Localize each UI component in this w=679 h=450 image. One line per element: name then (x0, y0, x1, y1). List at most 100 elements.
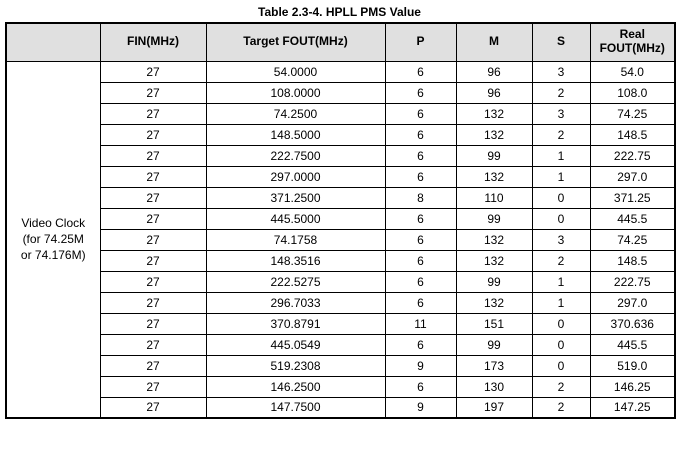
cell-p: 6 (384, 207, 457, 230)
cell-fin: 27 (99, 312, 207, 335)
cell-p: 6 (384, 291, 457, 314)
cell-target-fout: 222.5275 (205, 270, 386, 293)
table-row: 27 296.7033 6 132 1 297.0 (6, 291, 676, 314)
cell-real-fout: 222.75 (589, 270, 676, 293)
table-row: 27 371.2500 8 110 0 371.25 (6, 186, 676, 209)
cell-s: 0 (531, 186, 591, 209)
cell-fin: 27 (99, 396, 207, 419)
header-cell-empty (5, 22, 101, 62)
cell-target-fout: 148.5000 (205, 123, 386, 146)
table-header: FIN(MHz) Target FOUT(MHz) P M S Real FOU… (5, 22, 676, 62)
cell-target-fout: 445.0549 (205, 333, 386, 356)
cell-m: 173 (455, 354, 533, 377)
cell-real-fout: 297.0 (589, 165, 676, 188)
cell-target-fout: 108.0000 (205, 81, 386, 104)
cell-s: 1 (531, 144, 591, 167)
cell-p: 6 (384, 165, 457, 188)
table-body: Video Clock (for 74.25M or 74.176M) 27 54.… (5, 60, 676, 419)
cell-m: 132 (455, 102, 533, 125)
cell-p: 6 (384, 60, 457, 83)
cell-s: 2 (531, 249, 591, 272)
cell-m: 130 (455, 375, 533, 398)
cell-target-fout: 148.3516 (205, 249, 386, 272)
cell-fin: 27 (99, 207, 207, 230)
table-row: 27 222.7500 6 99 1 222.75 (6, 144, 676, 167)
cell-fin: 27 (99, 333, 207, 356)
cell-s: 0 (531, 333, 591, 356)
cell-target-fout: 146.2500 (205, 375, 386, 398)
header-cell-fin: FIN(MHz) (99, 22, 207, 62)
cell-real-fout: 146.25 (589, 375, 676, 398)
cell-s: 1 (531, 165, 591, 188)
cell-p: 6 (384, 123, 457, 146)
cell-s: 2 (531, 375, 591, 398)
cell-target-fout: 222.7500 (205, 144, 386, 167)
cell-real-fout: 108.0 (589, 81, 676, 104)
table-row: 27 148.3516 6 132 2 148.5 (6, 249, 676, 272)
table-row: 27 108.0000 6 96 2 108.0 (6, 81, 676, 104)
cell-fin: 27 (99, 165, 207, 188)
table-title: Table 2.3-4. HPLL PMS Value (258, 5, 421, 19)
header-cell-real-fout: Real FOUT(MHz) (589, 22, 676, 62)
cell-s: 3 (531, 60, 591, 83)
cell-m: 96 (455, 81, 533, 104)
cell-s: 3 (531, 102, 591, 125)
cell-fin: 27 (99, 375, 207, 398)
cell-target-fout: 297.0000 (205, 165, 386, 188)
cell-m: 132 (455, 123, 533, 146)
cell-target-fout: 296.7033 (205, 291, 386, 314)
row-group-label: Video Clock (for 74.25M or 74.176M) (5, 60, 101, 419)
table-row: 27 370.8791 11 151 0 370.636 (6, 312, 676, 335)
cell-fin: 27 (99, 228, 207, 251)
table-row: 27 445.0549 6 99 0 445.5 (6, 333, 676, 356)
header-row: FIN(MHz) Target FOUT(MHz) P M S Real FOU… (5, 22, 676, 62)
cell-m: 110 (455, 186, 533, 209)
cell-real-fout: 74.25 (589, 228, 676, 251)
cell-fin: 27 (99, 123, 207, 146)
cell-s: 0 (531, 207, 591, 230)
cell-target-fout: 445.5000 (205, 207, 386, 230)
cell-fin: 27 (99, 270, 207, 293)
cell-m: 99 (455, 144, 533, 167)
table-row: 27 519.2308 9 173 0 519.0 (6, 354, 676, 377)
table-row: 27 297.0000 6 132 1 297.0 (6, 165, 676, 188)
table-row: 27 445.5000 6 99 0 445.5 (6, 207, 676, 230)
cell-fin: 27 (99, 81, 207, 104)
cell-target-fout: 74.1758 (205, 228, 386, 251)
cell-p: 6 (384, 81, 457, 104)
cell-s: 2 (531, 396, 591, 419)
cell-real-fout: 519.0 (589, 354, 676, 377)
cell-real-fout: 74.25 (589, 102, 676, 125)
header-cell-s: S (531, 22, 591, 62)
hpll-pms-table: FIN(MHz) Target FOUT(MHz) P M S Real FOU… (5, 22, 676, 419)
cell-target-fout: 370.8791 (205, 312, 386, 335)
cell-p: 11 (384, 312, 457, 335)
cell-s: 2 (531, 81, 591, 104)
table-row: 27 74.1758 6 132 3 74.25 (6, 228, 676, 251)
cell-real-fout: 445.5 (589, 333, 676, 356)
cell-s: 2 (531, 123, 591, 146)
cell-fin: 27 (99, 354, 207, 377)
cell-p: 8 (384, 186, 457, 209)
cell-target-fout: 371.2500 (205, 186, 386, 209)
cell-real-fout: 147.25 (589, 396, 676, 419)
cell-fin: 27 (99, 186, 207, 209)
cell-p: 6 (384, 375, 457, 398)
cell-s: 1 (531, 270, 591, 293)
cell-target-fout: 519.2308 (205, 354, 386, 377)
cell-p: 6 (384, 102, 457, 125)
cell-m: 99 (455, 333, 533, 356)
cell-m: 132 (455, 165, 533, 188)
cell-real-fout: 222.75 (589, 144, 676, 167)
cell-p: 6 (384, 249, 457, 272)
cell-p: 9 (384, 396, 457, 419)
table-row: 27 147.7500 9 197 2 147.25 (6, 396, 676, 419)
cell-real-fout: 54.0 (589, 60, 676, 83)
cell-m: 132 (455, 291, 533, 314)
cell-s: 3 (531, 228, 591, 251)
cell-s: 0 (531, 354, 591, 377)
cell-real-fout: 148.5 (589, 123, 676, 146)
cell-fin: 27 (99, 144, 207, 167)
cell-real-fout: 445.5 (589, 207, 676, 230)
